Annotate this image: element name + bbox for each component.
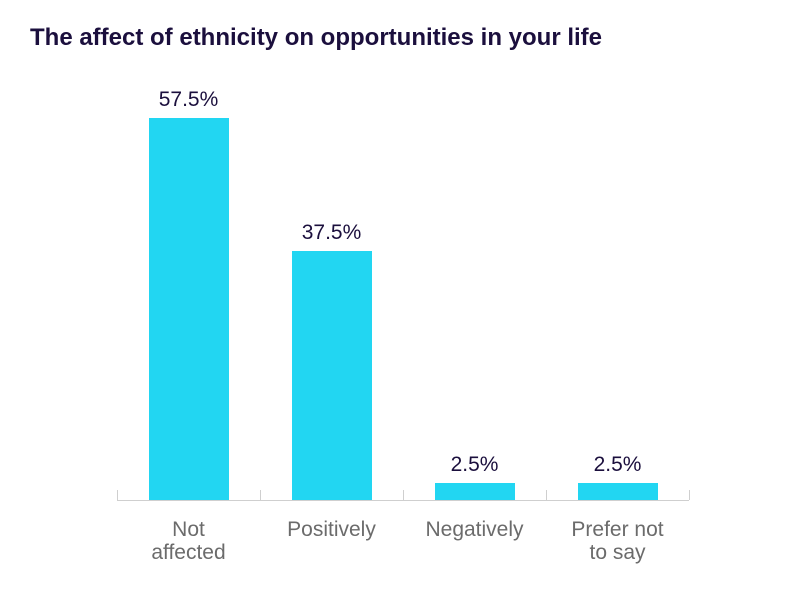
bar — [577, 483, 658, 500]
x-tick-label: Positively — [287, 518, 376, 541]
x-tick — [689, 490, 690, 500]
x-tick — [546, 490, 547, 500]
x-tick — [260, 490, 261, 500]
data-label: 2.5% — [593, 453, 642, 477]
chart-title: The affect of ethnicity on opportunities… — [30, 24, 603, 51]
x-axis-line — [117, 500, 689, 501]
x-tick-label: Negatively — [425, 518, 524, 541]
data-label: 37.5% — [301, 220, 362, 244]
bar — [148, 118, 229, 500]
bar — [291, 250, 372, 500]
bar — [434, 483, 515, 500]
x-tick-label: Prefer not to say — [571, 518, 664, 564]
x-tick — [403, 490, 404, 500]
data-label: 2.5% — [450, 453, 499, 477]
x-tick — [117, 490, 118, 500]
x-tick-label: Not affected — [151, 518, 226, 564]
data-label: 57.5% — [158, 88, 219, 111]
